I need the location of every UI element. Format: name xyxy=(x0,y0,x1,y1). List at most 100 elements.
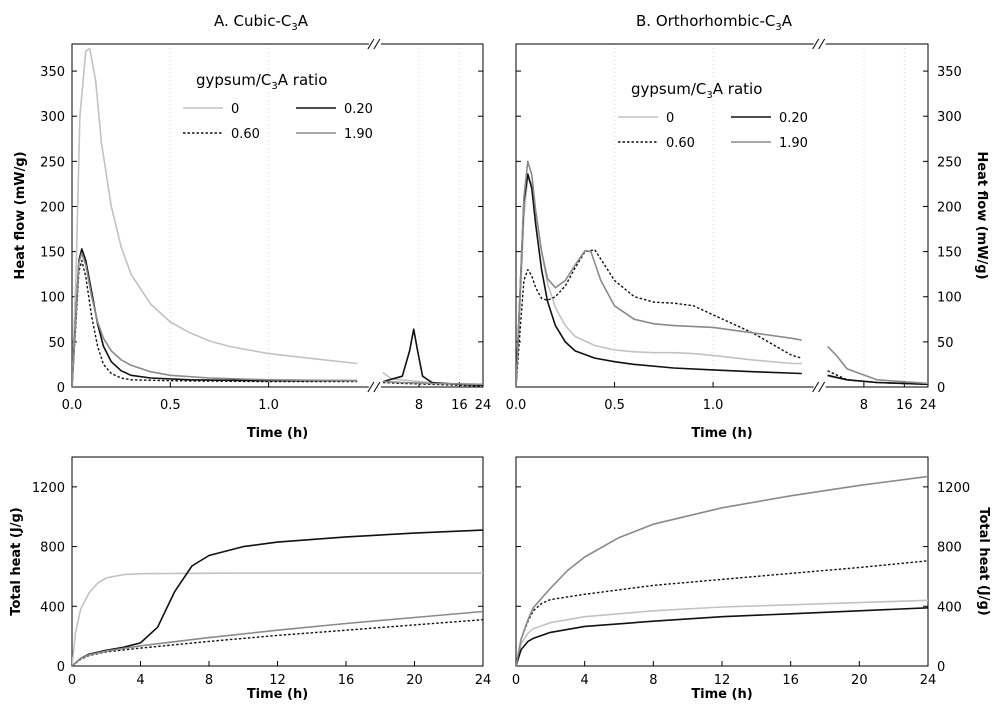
axis-break-mark xyxy=(812,38,820,50)
y-tick-label: 0 xyxy=(57,381,65,396)
y-axis-label: Heat flow (mW/g) xyxy=(974,151,989,279)
x-tick-label: 4 xyxy=(581,673,589,688)
series-line-190 xyxy=(72,610,483,666)
legend-label-0: 0 xyxy=(231,102,239,117)
series-line-190-early xyxy=(516,160,802,387)
x-tick-label: 0 xyxy=(512,673,520,688)
panel-A-heat-flow: 0 50 100 150 200 250 300 350 0.0 0.5 1.0 8 16 24 Time … xyxy=(13,38,492,441)
x-tick-label: 16 xyxy=(782,673,799,688)
series-line-060-late xyxy=(827,370,928,385)
y-axis-label: Total heat (J/g) xyxy=(976,507,991,615)
axis-break xyxy=(813,42,826,46)
plot-frame xyxy=(71,43,484,388)
axis-break xyxy=(813,385,826,389)
x-tick-label: 24 xyxy=(920,673,937,688)
panel-a-title: A. Cubic-C3A xyxy=(214,12,309,33)
series-line-0-early xyxy=(516,176,802,387)
axis-break-mark xyxy=(367,381,375,393)
series-line-020-early xyxy=(516,173,802,387)
x-tick-label: 20 xyxy=(851,673,868,688)
y-tick-label: 300 xyxy=(937,110,962,125)
legend-label-190: 1.90 xyxy=(344,127,373,142)
legend-label-020: 0.20 xyxy=(344,102,373,117)
y-tick-label: 0 xyxy=(937,660,945,675)
x-tick-label: 20 xyxy=(406,673,423,688)
x-tick-label: 12 xyxy=(269,673,286,688)
y-tick-label: 250 xyxy=(40,155,65,170)
y-tick-label: 100 xyxy=(40,291,65,306)
y-tick-label: 0 xyxy=(57,660,65,675)
series-line-020-late xyxy=(382,328,483,386)
series-line-190-late xyxy=(827,345,928,385)
series-line-020 xyxy=(72,529,483,666)
x-tick-label: 0.5 xyxy=(160,398,181,413)
axis-break xyxy=(368,42,381,46)
x-tick-label: 1.0 xyxy=(258,398,279,413)
y-tick-label: 200 xyxy=(937,200,962,215)
axis-break xyxy=(368,385,381,389)
legend-label-0: 0 xyxy=(666,111,674,126)
axis-break-mark xyxy=(818,38,826,50)
y-axis-label: Total heat (J/g) xyxy=(9,507,24,615)
x-axis-label: Time (h) xyxy=(691,426,752,441)
series-line-190-late xyxy=(382,380,483,386)
series-line-0-early xyxy=(72,47,358,387)
y-tick-label: 350 xyxy=(937,65,962,80)
y-tick-label: 200 xyxy=(40,200,65,215)
y-tick-label: 1200 xyxy=(32,481,65,496)
x-tick-label: 24 xyxy=(475,398,492,413)
y-tick-label: 800 xyxy=(937,541,962,556)
series-line-020 xyxy=(516,607,928,666)
x-tick-label: 24 xyxy=(920,398,937,413)
x-tick-label: 0.5 xyxy=(604,398,625,413)
y-tick-label: 250 xyxy=(937,155,962,170)
legend-title: gypsum/C3A ratio xyxy=(631,80,762,101)
series-line-0 xyxy=(72,572,483,666)
x-tick-label: 16 xyxy=(338,673,355,688)
series-line-0 xyxy=(516,599,928,666)
y-tick-label: 150 xyxy=(40,246,65,261)
panel-b-legend: gypsum/C3A ratio 0 0.20 0.60 1.90 xyxy=(618,80,808,151)
x-tick-label: 8 xyxy=(415,398,423,413)
x-tick-label: 16 xyxy=(896,398,913,413)
x-tick-label: 1.0 xyxy=(703,398,724,413)
axis-break-mark xyxy=(818,381,826,393)
x-axis-label: Time (h) xyxy=(247,687,308,702)
series-line-190 xyxy=(516,475,928,666)
x-tick-label: 8 xyxy=(205,673,213,688)
x-tick-label: 16 xyxy=(451,398,468,413)
series-line-060-late xyxy=(382,381,483,387)
legend-title: gypsum/C3A ratio xyxy=(196,71,327,92)
series-line-060-early xyxy=(72,259,358,387)
y-tick-label: 400 xyxy=(40,600,65,615)
y-tick-label: 350 xyxy=(40,65,65,80)
legend-label-060: 0.60 xyxy=(666,136,695,151)
series-line-060-early xyxy=(516,249,802,387)
y-tick-label: 1200 xyxy=(937,481,970,496)
series-line-060 xyxy=(72,619,483,666)
y-tick-label: 150 xyxy=(937,246,962,261)
series-line-190-early xyxy=(72,252,358,387)
axis-break-mark xyxy=(373,38,381,50)
panel-b-title: B. Orthorhombic-C3A xyxy=(636,12,793,33)
panel-B-total-heat: 0 400 800 1200 0 4 8 12 16 20 24 Time (h) Total heat… xyxy=(512,456,991,702)
x-tick-label: 8 xyxy=(860,398,868,413)
x-axis-label: Time (h) xyxy=(691,687,752,702)
plot-frame xyxy=(515,43,929,388)
x-tick-label: 0 xyxy=(68,673,76,688)
x-tick-label: 8 xyxy=(649,673,657,688)
y-tick-label: 50 xyxy=(48,336,65,351)
legend-label-190: 1.90 xyxy=(779,136,808,151)
x-tick-label: 24 xyxy=(475,673,492,688)
series-line-060 xyxy=(516,560,928,666)
axis-break-mark xyxy=(812,381,820,393)
x-axis-label: Time (h) xyxy=(247,426,308,441)
panel-B-heat-flow: 0 50 100 150 200 250 300 350 0.0 0.5 1.0 8 16 24 Time … xyxy=(506,38,989,441)
plot-frame xyxy=(71,456,484,667)
y-tick-label: 400 xyxy=(937,600,962,615)
axis-break-mark xyxy=(373,381,381,393)
legend-label-060: 0.60 xyxy=(231,127,260,142)
series-line-020-early xyxy=(72,248,358,387)
y-axis-label: Heat flow (mW/g) xyxy=(13,151,28,279)
